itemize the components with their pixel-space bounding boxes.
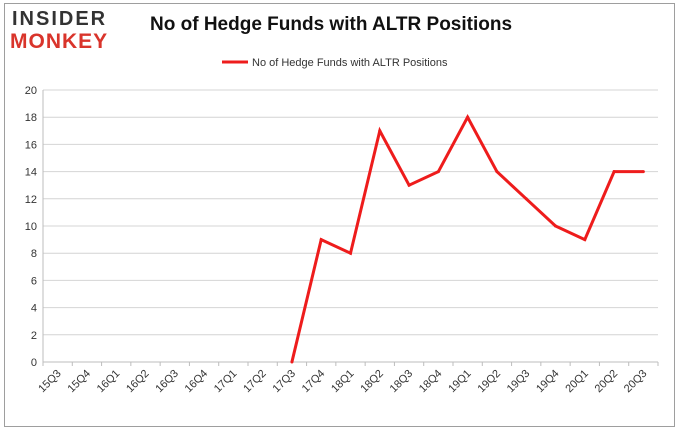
x-tick-label-19Q2: 19Q2 [476,368,504,396]
data-point-18Q3 [407,183,411,187]
y-tick-label-20: 20 [25,85,37,97]
data-point-18Q1 [349,251,352,255]
data-point-18Q2 [378,129,382,133]
x-tick-label-19Q4: 19Q4 [534,368,562,396]
x-tick-label-17Q4: 17Q4 [300,368,328,396]
y-tick-labels: 0 2 4 6 8 10 12 14 16 18 20 [25,85,37,369]
y-tick-label-18: 18 [25,112,37,124]
insider-monkey-logo: INSIDER MONKEY [10,8,130,54]
series-line-0 [290,114,644,363]
x-tick-label-15Q4: 15Q4 [66,368,94,396]
data-point-19Q3 [524,197,528,201]
x-tick-label-16Q1: 16Q1 [95,368,123,396]
x-tick-label-16Q2: 16Q2 [124,368,152,396]
x-tick-label-15Q3: 15Q3 [36,368,64,396]
data-point-20Q1 [583,238,587,242]
x-tick-label-18Q2: 18Q2 [358,368,386,396]
y-tick-label-2: 2 [31,330,37,342]
gridlines [43,89,658,363]
y-tick-label-10: 10 [25,221,37,233]
x-tick-label-16Q4: 16Q4 [183,368,211,396]
data-point-20Q3 [641,170,645,174]
series-lines [290,114,645,364]
axes [42,90,659,366]
x-tick-label-18Q1: 18Q1 [329,368,357,396]
y-tick-label-8: 8 [31,248,37,260]
y-tick-label-0: 0 [31,357,37,369]
x-tick-label-18Q3: 18Q3 [388,368,416,396]
data-point-18Q4 [436,170,440,174]
data-point-17Q4 [319,238,323,242]
x-tick-label-17Q3: 17Q3 [271,368,299,396]
data-point-19Q1 [466,115,470,119]
x-tick-label-20Q1: 20Q1 [563,368,591,396]
data-point-17Q3 [290,360,294,364]
logo-line-1: INSIDER [12,8,108,30]
legend: No of Hedge Funds with ALTR Positions [222,57,448,69]
legend-label-0: No of Hedge Funds with ALTR Positions [252,57,448,69]
y-tick-label-6: 6 [31,275,37,287]
x-tick-label-20Q3: 20Q3 [622,368,650,396]
data-point-20Q2 [612,170,616,174]
x-tick-label-20Q2: 20Q2 [593,368,621,396]
x-tick-label-18Q4: 18Q4 [417,368,445,396]
data-point-19Q4 [554,224,557,228]
chart-frame [4,3,675,427]
data-point-19Q2 [495,170,499,174]
y-tick-label-14: 14 [25,167,37,179]
x-tick-label-17Q1: 17Q1 [212,368,240,396]
x-tick-label-16Q3: 16Q3 [153,368,181,396]
x-tick-label-19Q1: 19Q1 [446,368,474,396]
y-tick-label-12: 12 [25,194,37,206]
y-tick-label-4: 4 [31,303,37,315]
x-tick-labels: 15Q3 15Q4 16Q1 16Q2 16Q3 16Q4 17Q1 17Q2 17Q3 17Q4… [36,368,649,396]
x-tick-label-17Q2: 17Q2 [241,368,269,396]
chart-title: No of Hedge Funds with ALTR Positions [150,14,513,35]
y-tick-label-16: 16 [25,139,37,151]
x-tick-label-19Q3: 19Q3 [505,368,533,396]
logo-line-2: MONKEY [10,30,109,53]
